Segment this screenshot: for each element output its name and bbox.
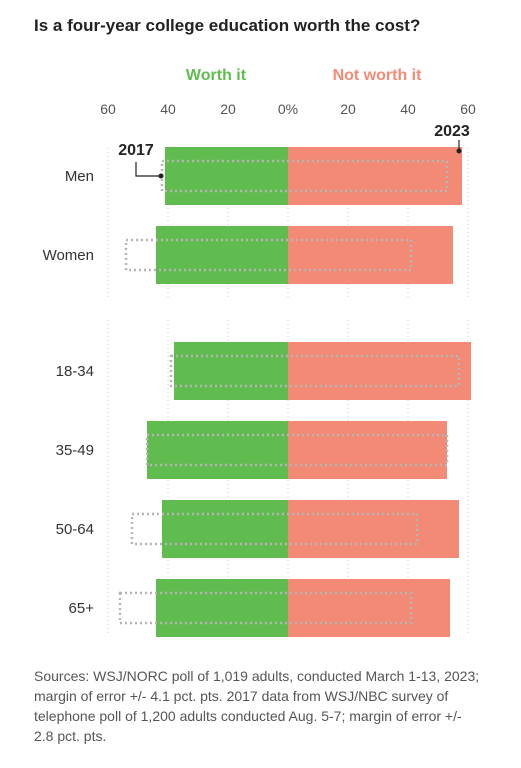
annotation-2023: 2023 xyxy=(434,123,470,140)
bar-worth-it xyxy=(162,500,288,558)
x-axis-ticks: 60 40 20 0% 20 40 60 xyxy=(100,101,476,117)
category-label: 50-64 xyxy=(56,521,94,538)
annotations: 2017 2023 xyxy=(118,123,470,179)
annotation-2017-dot xyxy=(158,173,164,179)
bar-not-worth-it xyxy=(288,579,450,637)
category-labels: Men Women 18-34 35-49 50-64 65+ xyxy=(43,168,95,617)
chart-title: Is a four-year college education worth t… xyxy=(34,16,421,35)
outline-2017 xyxy=(169,354,461,388)
category-label: 65+ xyxy=(69,600,95,617)
legend: Worth it Not worth it xyxy=(186,67,422,84)
bar-worth-it xyxy=(147,421,288,479)
bar-not-worth-it xyxy=(288,226,453,284)
x-tick-label: 60 xyxy=(100,101,116,117)
bar-not-worth-it xyxy=(288,500,459,558)
bar-worth-it xyxy=(156,579,288,637)
bars xyxy=(147,147,471,637)
x-tick-label: 20 xyxy=(340,101,356,117)
legend-not-worth-it: Not worth it xyxy=(333,67,423,84)
bar-worth-it xyxy=(156,226,288,284)
bar-not-worth-it xyxy=(288,147,462,205)
bar-worth-it xyxy=(174,342,288,400)
bar-not-worth-it xyxy=(288,342,471,400)
outline-2017 xyxy=(145,433,449,467)
category-label: 18-34 xyxy=(56,363,94,380)
outline-2017 xyxy=(118,591,413,625)
x-tick-label: 60 xyxy=(460,101,476,117)
annotation-2017: 2017 xyxy=(118,142,154,159)
outline-2017 xyxy=(124,238,413,272)
category-label: 35-49 xyxy=(56,442,94,459)
bar-worth-it xyxy=(165,147,288,205)
legend-worth-it: Worth it xyxy=(186,67,247,84)
sources-note: Sources: WSJ/NORC poll of 1,019 adults, … xyxy=(34,668,480,744)
annotation-2023-dot xyxy=(456,148,462,154)
x-tick-label: 40 xyxy=(160,101,176,117)
x-tick-label: 0% xyxy=(278,101,298,117)
x-tick-label: 20 xyxy=(220,101,236,117)
category-label: Men xyxy=(65,168,94,185)
bar-not-worth-it xyxy=(288,421,447,479)
outline-2017 xyxy=(130,512,419,546)
annotation-2017-leader xyxy=(135,162,160,177)
x-tick-label: 40 xyxy=(400,101,416,117)
category-label: Women xyxy=(43,247,94,264)
